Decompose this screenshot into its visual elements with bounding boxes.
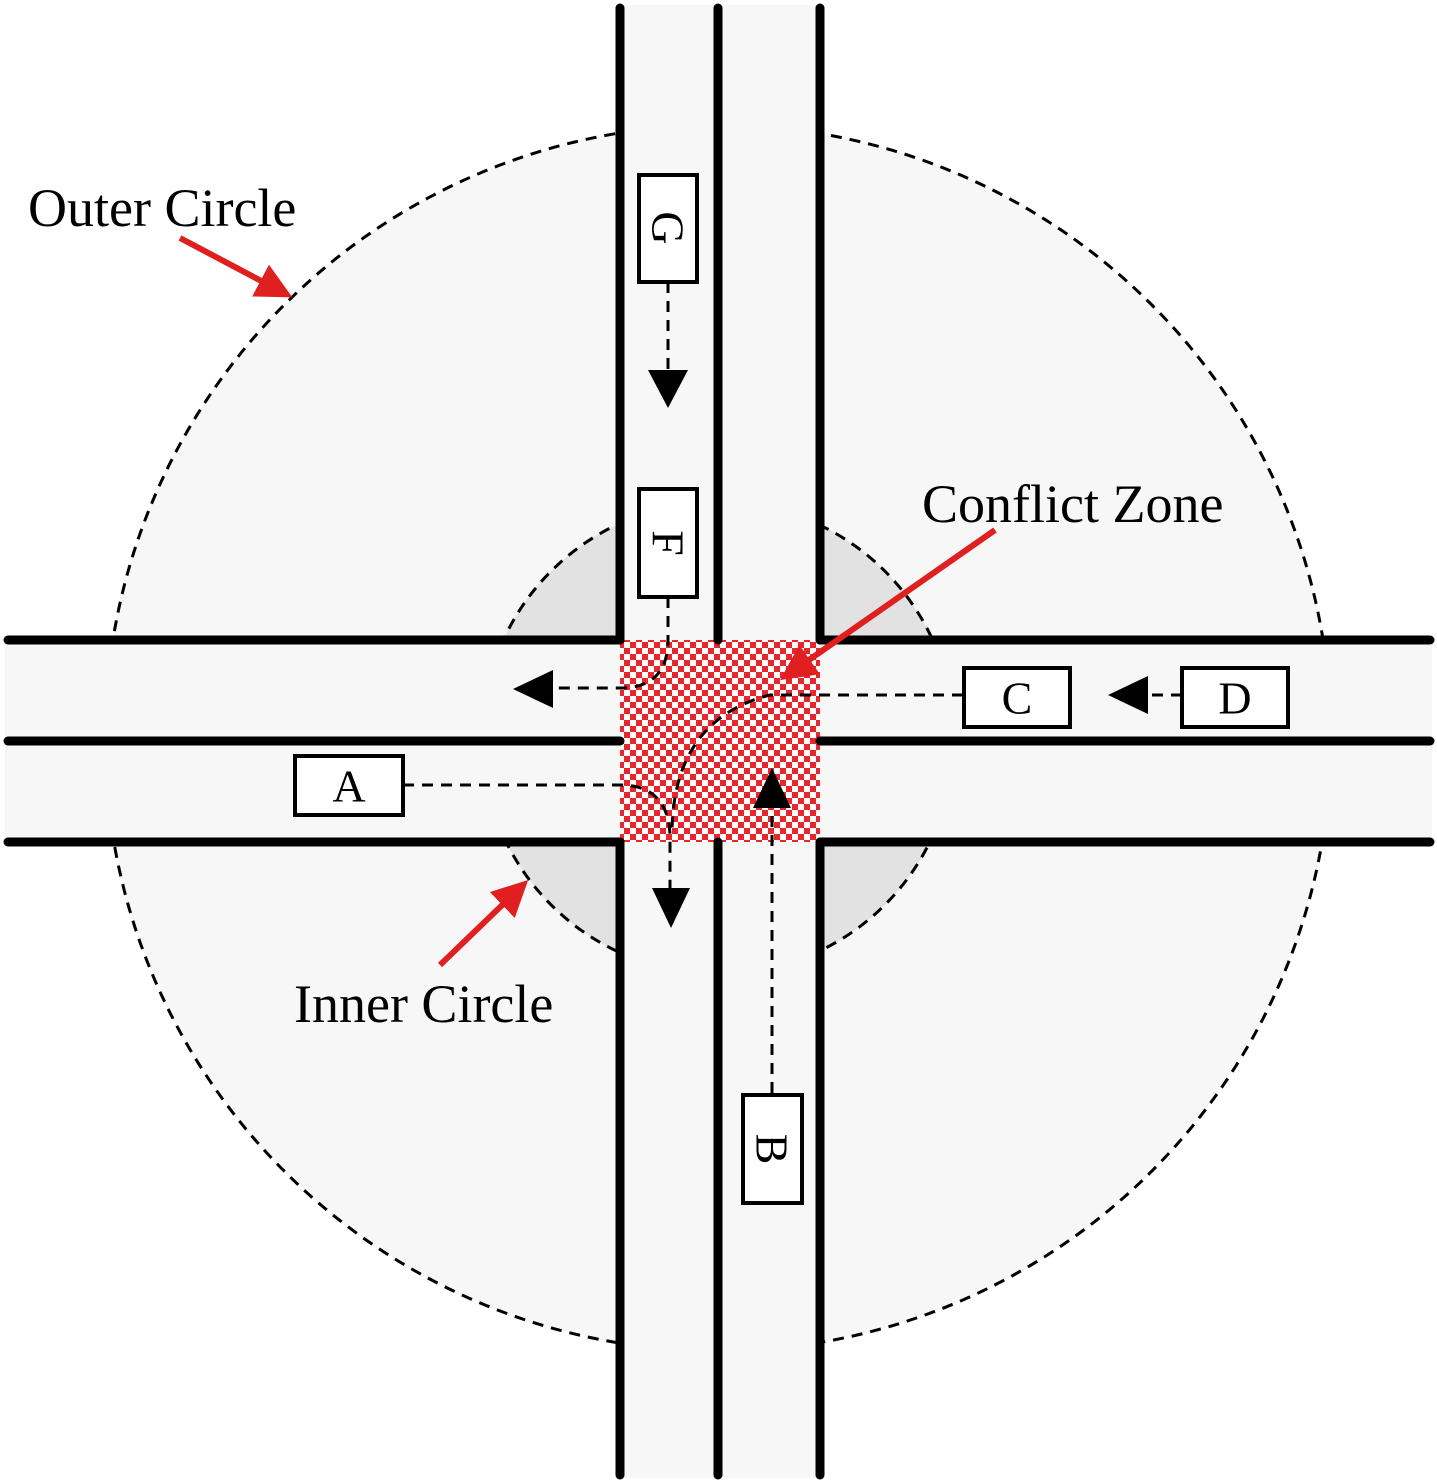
vehicle-b: B (741, 1093, 804, 1205)
vehicle-d: D (1180, 666, 1290, 729)
arrowhead-g (648, 370, 688, 408)
inner-circle-label: Inner Circle (294, 974, 553, 1034)
trajectory-f (555, 597, 670, 690)
pointer-arrows (178, 235, 997, 968)
inner-circle-pointer (437, 880, 529, 968)
road-lines (3, 3, 1435, 1480)
arrowhead-d (1108, 676, 1148, 714)
trajectory-c (670, 693, 963, 836)
conflict-zone-label: Conflict Zone (922, 474, 1223, 534)
outer-circle-pointer (178, 235, 293, 298)
vehicle-c-label: C (1002, 673, 1033, 724)
arrowhead-f (513, 670, 553, 708)
vehicle-a-label: A (332, 761, 365, 812)
outer-circle-label: Outer Circle (28, 178, 296, 238)
conflict-zone-pointer (780, 527, 997, 681)
vehicle-c: C (962, 666, 1072, 729)
trajectory-a (403, 783, 672, 888)
vehicle-g-label: G (643, 211, 694, 244)
vehicle-a: A (293, 754, 405, 817)
vehicle-b-label: B (747, 1134, 798, 1165)
vehicle-f: F (637, 487, 699, 599)
arrowhead-a (652, 888, 690, 928)
vehicle-f-label: F (643, 530, 694, 556)
vehicle-g: G (637, 173, 699, 284)
trajectories (403, 282, 1182, 1093)
arrowhead-b (753, 768, 791, 808)
arrowheads (513, 370, 1148, 928)
vehicle-d-label: D (1218, 673, 1251, 724)
